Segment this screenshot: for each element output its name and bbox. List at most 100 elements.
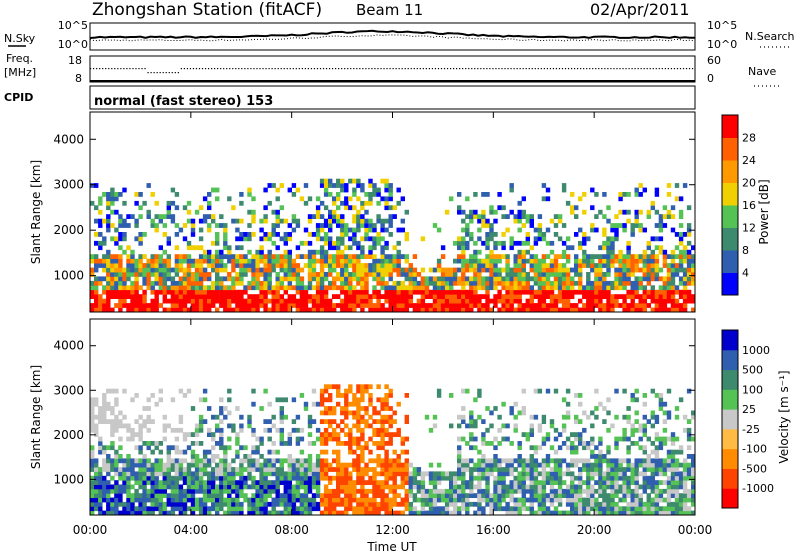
- range-time-cell: [614, 254, 619, 259]
- nave-dot: [685, 68, 688, 70]
- range-time-cell: [505, 227, 510, 233]
- range-time-cell: [150, 267, 155, 273]
- range-time-cell: [497, 467, 502, 472]
- range-time-cell: [473, 475, 478, 481]
- range-time-cell: [674, 493, 680, 498]
- range-time-cell: [517, 497, 522, 503]
- range-time-cell: [497, 289, 502, 295]
- range-time-cell: [408, 294, 413, 299]
- range-time-cell: [590, 410, 595, 416]
- range-time-cell: [122, 267, 127, 273]
- nave-dot: [410, 68, 412, 70]
- range-time-cell: [461, 419, 466, 424]
- range-time-cell: [352, 462, 357, 468]
- nave-dot: [652, 68, 654, 70]
- range-time-cell: [122, 303, 127, 308]
- range-time-cell: [110, 196, 115, 202]
- nave-dot: [274, 68, 276, 70]
- range-time-cell: [110, 223, 115, 228]
- range-time-cell: [634, 223, 639, 228]
- range-time-cell: [368, 475, 373, 481]
- range-time-cell: [650, 254, 655, 259]
- range-time-cell: [384, 218, 389, 224]
- range-time-cell: [90, 423, 95, 429]
- range-time-cell: [610, 480, 615, 485]
- range-time-cell: [90, 475, 95, 481]
- range-time-cell: [420, 289, 426, 295]
- range-time-cell: [582, 480, 587, 485]
- range-time-cell: [134, 294, 139, 299]
- range-time-cell: [239, 263, 244, 268]
- range-time-cell: [102, 298, 107, 304]
- range-time-cell: [678, 506, 684, 512]
- range-time-cell: [678, 480, 684, 485]
- range-time-cell: [182, 258, 188, 264]
- range-time-cell: [598, 258, 603, 264]
- range-time-cell: [557, 484, 563, 490]
- range-time-cell: [634, 410, 639, 416]
- range-time-cell: [658, 285, 664, 291]
- range-time-cell: [650, 294, 655, 299]
- range-time-cell: [457, 497, 462, 503]
- range-time-cell: [364, 445, 369, 451]
- range-time-cell: [561, 223, 567, 228]
- range-time-cell: [259, 488, 264, 494]
- range-time-cell: [118, 510, 123, 516]
- range-time-cell: [658, 393, 664, 398]
- range-time-cell: [150, 449, 155, 455]
- range-time-cell: [142, 510, 147, 516]
- range-time-cell: [158, 258, 163, 264]
- range-time-cell: [283, 484, 288, 490]
- range-time-cell: [594, 227, 599, 233]
- range-time-cell: [94, 232, 99, 237]
- range-time-cell: [150, 506, 155, 512]
- range-time-cell: [477, 258, 482, 264]
- range-time-cell: [295, 493, 301, 498]
- range-time-cell: [622, 294, 627, 299]
- range-time-cell: [493, 303, 498, 308]
- range-time-cell: [376, 488, 381, 494]
- range-time-cell: [348, 263, 353, 268]
- range-time-cell: [670, 449, 676, 455]
- range-time-cell: [315, 307, 321, 313]
- range-time-cell: [634, 510, 639, 516]
- range-time-cell: [590, 187, 595, 193]
- range-time-cell: [618, 267, 623, 273]
- range-time-cell: [412, 307, 418, 313]
- range-time-cell: [517, 258, 522, 264]
- range-time-cell: [344, 388, 349, 394]
- range-time-cell: [126, 427, 131, 433]
- nave-dot: [462, 68, 464, 70]
- range-time-cell: [106, 484, 111, 490]
- range-time-cell: [138, 294, 143, 299]
- range-time-cell: [400, 436, 405, 442]
- range-time-cell: [102, 267, 107, 273]
- range-time-cell: [323, 192, 329, 197]
- range-time-cell: [380, 267, 385, 273]
- range-time-cell: [602, 294, 607, 299]
- range-time-cell: [457, 205, 462, 211]
- range-time-cell: [287, 258, 292, 264]
- range-time-cell: [392, 501, 397, 507]
- range-time-cell: [432, 497, 438, 503]
- range-time-cell: [586, 458, 591, 464]
- range-time-cell: [396, 432, 401, 437]
- range-time-cell: [319, 245, 325, 251]
- range-time-cell: [545, 510, 551, 516]
- range-time-cell: [102, 475, 107, 481]
- range-time-cell: [553, 307, 559, 313]
- range-time-cell: [465, 267, 470, 273]
- range-time-cell: [553, 449, 559, 455]
- range-time-cell: [654, 493, 660, 498]
- range-time-cell: [634, 419, 639, 424]
- range-time-cell: [247, 187, 252, 193]
- range-time-cell: [186, 209, 192, 215]
- range-time-cell: [90, 449, 95, 455]
- nave-dot: [301, 68, 303, 70]
- range-time-cell: [565, 280, 571, 286]
- range-time-cell: [469, 480, 474, 485]
- range-time-cell: [376, 307, 381, 313]
- range-time-cell: [549, 258, 555, 264]
- range-time-cell: [590, 441, 595, 446]
- range-time-cell: [626, 467, 631, 472]
